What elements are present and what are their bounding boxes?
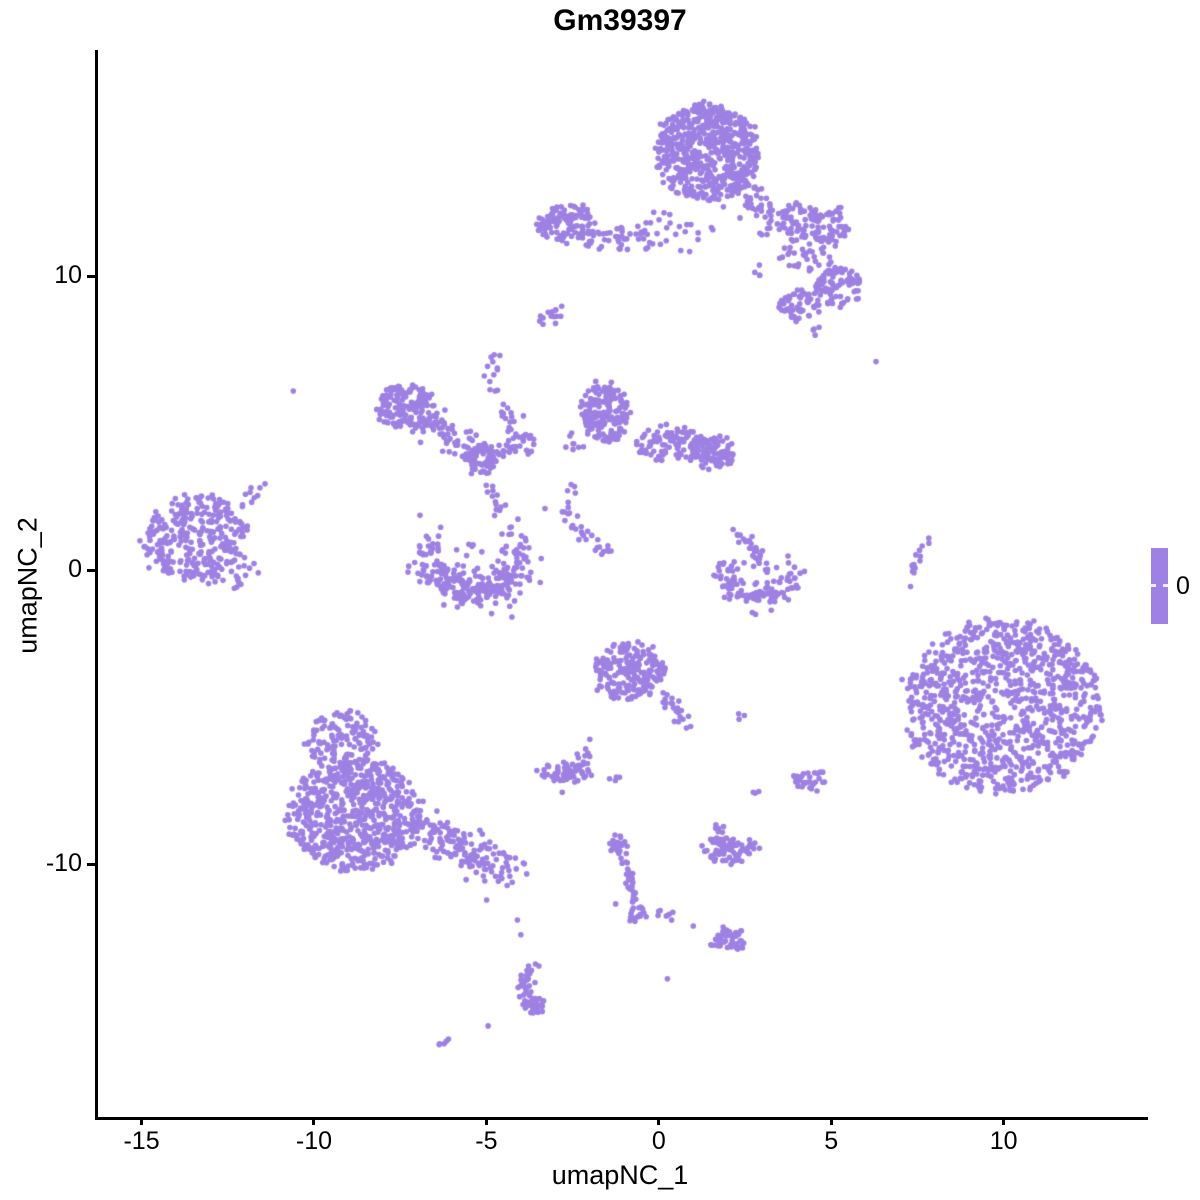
x-tick-label: -15 [123, 1127, 160, 1155]
y-tick-mark [87, 274, 95, 278]
x-tick-mark [829, 1117, 833, 1125]
x-tick-label: 10 [989, 1127, 1018, 1155]
x-tick-mark [657, 1117, 661, 1125]
x-tick-mark [140, 1117, 144, 1125]
legend-colorbar [1151, 548, 1168, 624]
plot-title: Gm39397 [553, 4, 687, 37]
legend-tick-right [1163, 584, 1168, 587]
x-tick-mark [484, 1117, 488, 1125]
x-tick-mark [1002, 1117, 1006, 1125]
x-tick-mark [312, 1117, 316, 1125]
legend-tick-left [1151, 584, 1156, 587]
y-axis-title: umapNC_2 [12, 517, 43, 654]
y-tick-mark [87, 568, 95, 572]
y-tick-label: -10 [45, 849, 82, 878]
y-tick-label: 10 [54, 261, 82, 290]
y-tick-mark [87, 862, 95, 866]
legend-label: 0 [1176, 572, 1190, 600]
y-tick-label: 0 [68, 555, 82, 584]
plot-panel-axes [95, 50, 1148, 1120]
x-tick-label: 0 [651, 1127, 666, 1155]
x-axis-title: umapNC_1 [551, 1160, 689, 1190]
x-tick-label: 5 [824, 1127, 839, 1155]
x-tick-label: -10 [295, 1127, 333, 1155]
x-tick-label: -5 [475, 1127, 498, 1155]
